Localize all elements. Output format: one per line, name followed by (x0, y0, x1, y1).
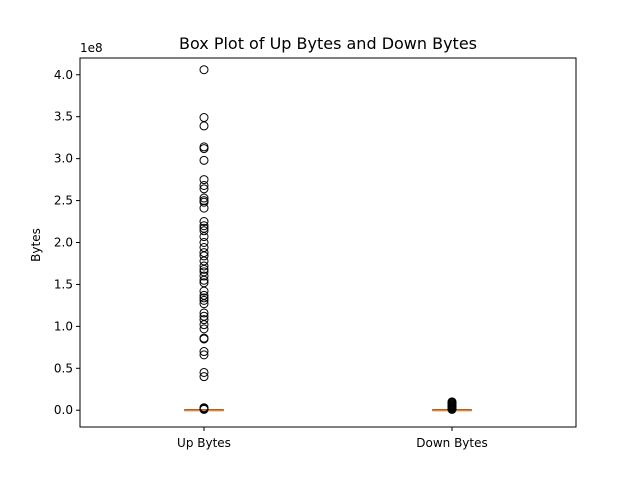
y-axis-ticks: 0.0 0.5 1.0 1.5 2.0 2.5 3.0 3.5 4.0 (54, 68, 80, 417)
chart-title: Box Plot of Up Bytes and Down Bytes (179, 34, 477, 53)
outlier-point (199, 184, 209, 194)
y-tick-label: 3.0 (54, 152, 73, 166)
outlier-point (199, 293, 209, 303)
outlier-point (199, 261, 209, 271)
outlier-point (199, 350, 209, 360)
outlier-point (199, 155, 209, 165)
outlier-point (199, 264, 209, 274)
outlier-point (199, 203, 209, 213)
y-tick-label: 1.0 (54, 319, 73, 333)
outlier-point (199, 226, 209, 236)
outlier-point (199, 286, 209, 296)
y-tick-label: 4.0 (54, 68, 73, 82)
outlier-point (199, 347, 209, 357)
outlier-point (199, 334, 209, 344)
outlier-point (447, 404, 457, 414)
outlier-point (199, 251, 209, 261)
outlier-point (199, 144, 209, 154)
outlier-point (199, 65, 209, 75)
y-tick-label: 0.5 (54, 361, 73, 375)
outlier-point (199, 180, 209, 190)
outlier-point (199, 221, 209, 231)
outlier-point (199, 367, 209, 377)
y-tick-label: 2.5 (54, 194, 73, 208)
outlier-point (199, 175, 209, 185)
y-tick-label: 3.5 (54, 110, 73, 124)
outlier-point (199, 121, 209, 131)
outlier-point (199, 217, 209, 227)
outlier-point (199, 404, 209, 414)
outlier-point (199, 372, 209, 382)
y-tick-label: 1.5 (54, 277, 73, 291)
outlier-point (199, 193, 209, 203)
outlier-point (199, 320, 209, 330)
outlier-point (199, 197, 209, 207)
y-offset-label: 1e8 (80, 41, 103, 55)
boxes-group (184, 65, 472, 414)
outlier-point (199, 324, 209, 334)
outlier-point (199, 299, 209, 309)
outlier-point (199, 315, 209, 325)
outlier-point (199, 295, 209, 305)
box-up-bytes (184, 65, 224, 414)
y-tick-label: 2.0 (54, 236, 73, 250)
outlier-point (199, 271, 209, 281)
y-tick-label: 0.0 (54, 403, 73, 417)
outlier-point (199, 275, 209, 285)
outlier-point (199, 238, 209, 247)
y-axis-label: Bytes (29, 228, 43, 262)
x-axis-ticks: Up Bytes Down Bytes (177, 427, 488, 450)
outlier-point (199, 232, 209, 242)
outlier-point (199, 308, 209, 318)
x-tick-label: Up Bytes (177, 436, 231, 450)
plot-frame (79, 57, 577, 428)
x-tick-label: Down Bytes (416, 436, 488, 450)
box-down-bytes (432, 397, 472, 414)
